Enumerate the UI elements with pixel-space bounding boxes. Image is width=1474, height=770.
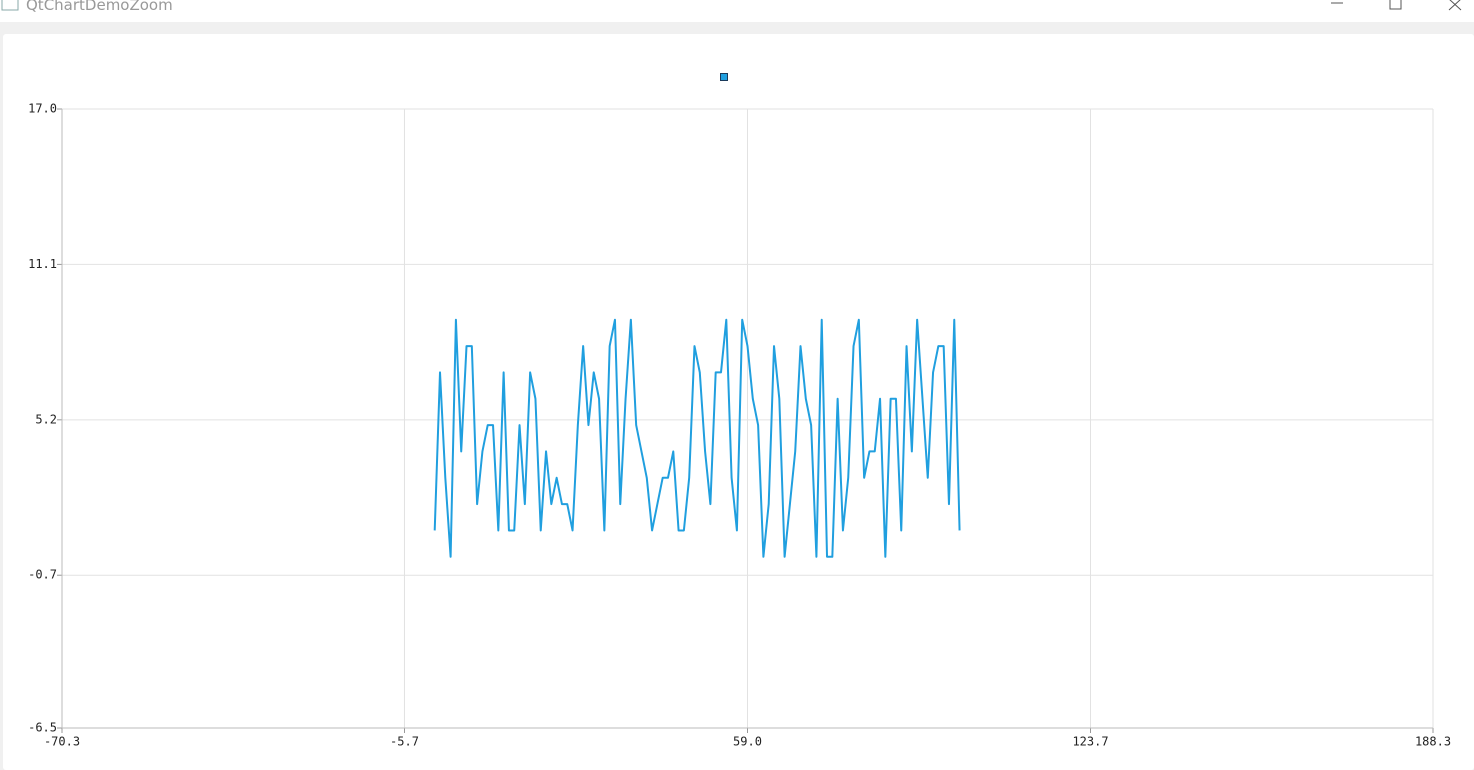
chart-panel — [3, 34, 1474, 770]
close-button[interactable] — [1448, 0, 1462, 11]
y-tick-label: 17.0 — [28, 102, 57, 116]
y-tick-label: 5.2 — [35, 412, 57, 426]
data-line — [433, 318, 961, 558]
y-tick-label: -0.7 — [28, 568, 57, 582]
x-tick-label: 123.7 — [1072, 735, 1108, 749]
x-tick-label: 188.3 — [1415, 735, 1451, 749]
y-tick-label: -6.5 — [28, 721, 57, 735]
x-tick-label: -70.3 — [44, 735, 80, 749]
maximize-button[interactable] — [1389, 0, 1402, 10]
legend-marker[interactable] — [720, 73, 728, 81]
y-tick-label: 11.1 — [28, 257, 57, 271]
app-icon — [1, 0, 19, 11]
x-tick-label: -5.7 — [390, 735, 419, 749]
title-bar: QtChartDemoZoom — [0, 0, 1474, 22]
x-tick-label: 59.0 — [733, 735, 762, 749]
window-controls — [1, 0, 1462, 11]
window-title: QtChartDemoZoom — [26, 0, 173, 14]
